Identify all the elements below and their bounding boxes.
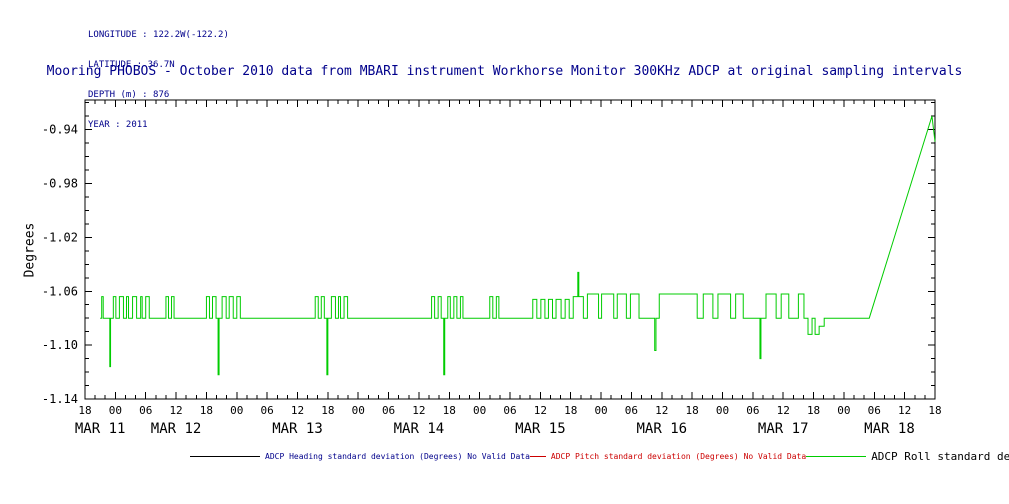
- svg-text:12: 12: [777, 404, 790, 417]
- date-label: MAR 16: [636, 421, 687, 437]
- svg-text:-1.10: -1.10: [42, 338, 78, 352]
- pitch-line-swatch: [529, 455, 546, 457]
- legend-entry-pitch: ADCP Pitch standard deviation (Degrees) …: [529, 451, 807, 461]
- svg-text:00: 00: [473, 404, 486, 417]
- svg-text:00: 00: [716, 404, 729, 417]
- svg-text:00: 00: [109, 404, 122, 417]
- date-label: MAR 15: [515, 421, 566, 437]
- svg-text:-1.14: -1.14: [42, 392, 78, 406]
- svg-text:06: 06: [868, 404, 881, 417]
- svg-text:00: 00: [352, 404, 365, 417]
- axis-ticks: [84, 100, 936, 400]
- svg-text:18: 18: [564, 404, 577, 417]
- date-label: MAR 14: [394, 421, 445, 437]
- svg-text:-1.06: -1.06: [42, 284, 78, 298]
- legend-label-roll: ADCP Roll standard deviation (Degrees): [871, 449, 1009, 463]
- svg-text:18: 18: [686, 404, 699, 417]
- plot-title: Mooring PHOBOS - October 2010 data from …: [46, 64, 963, 79]
- svg-text:06: 06: [625, 404, 638, 417]
- svg-text:18: 18: [807, 404, 820, 417]
- svg-text:00: 00: [594, 404, 607, 417]
- date-label: MAR 11: [75, 421, 126, 437]
- date-label: MAR 17: [758, 421, 809, 437]
- svg-text:12: 12: [898, 404, 911, 417]
- legend-label-heading: ADCP Heading standard deviation (Degrees…: [265, 451, 530, 461]
- svg-text:-1.02: -1.02: [42, 230, 78, 244]
- longitude-label: LONGITUDE : 122.2W(-122.2): [88, 30, 229, 40]
- date-label: MAR 13: [272, 421, 323, 437]
- heading-line-swatch: [190, 455, 260, 457]
- svg-text:-0.98: -0.98: [42, 177, 78, 191]
- svg-text:-0.94: -0.94: [42, 123, 78, 137]
- svg-text:00: 00: [230, 404, 243, 417]
- series-line-2: [100, 116, 936, 376]
- roll-line-swatch: [806, 455, 867, 457]
- legend: ADCP Heading standard deviation (Degrees…: [190, 448, 1009, 464]
- plot-frame: [84, 99, 936, 400]
- svg-text:12: 12: [169, 404, 182, 417]
- svg-text:18: 18: [200, 404, 213, 417]
- depth-label: DEPTH (m) : 876: [88, 90, 170, 100]
- svg-text:18: 18: [928, 404, 941, 417]
- svg-text:06: 06: [503, 404, 516, 417]
- svg-text:18: 18: [321, 404, 334, 417]
- svg-text:06: 06: [746, 404, 759, 417]
- svg-text:18: 18: [78, 404, 91, 417]
- date-label: MAR 12: [151, 421, 202, 437]
- metadata-block: LONGITUDE : 122.2W(-122.2) LATITUDE : 36…: [88, 10, 229, 150]
- svg-text:18: 18: [443, 404, 456, 417]
- svg-text:12: 12: [534, 404, 547, 417]
- svg-text:12: 12: [291, 404, 304, 417]
- date-label: MAR 18: [864, 421, 915, 437]
- svg-text:12: 12: [655, 404, 668, 417]
- svg-text:00: 00: [837, 404, 850, 417]
- svg-text:06: 06: [261, 404, 274, 417]
- legend-entry-heading: ADCP Heading standard deviation (Degrees…: [190, 452, 530, 461]
- legend-label-pitch: ADCP Pitch standard deviation (Degrees) …: [550, 451, 807, 461]
- svg-text:06: 06: [139, 404, 152, 417]
- legend-entry-roll: ADCP Roll standard deviation (Degrees): [806, 450, 1009, 463]
- svg-text:12: 12: [412, 404, 425, 417]
- svg-text:06: 06: [382, 404, 395, 417]
- latitude-label: LATITUDE : 36.7N: [88, 60, 175, 70]
- year-label: YEAR : 2011: [88, 120, 148, 130]
